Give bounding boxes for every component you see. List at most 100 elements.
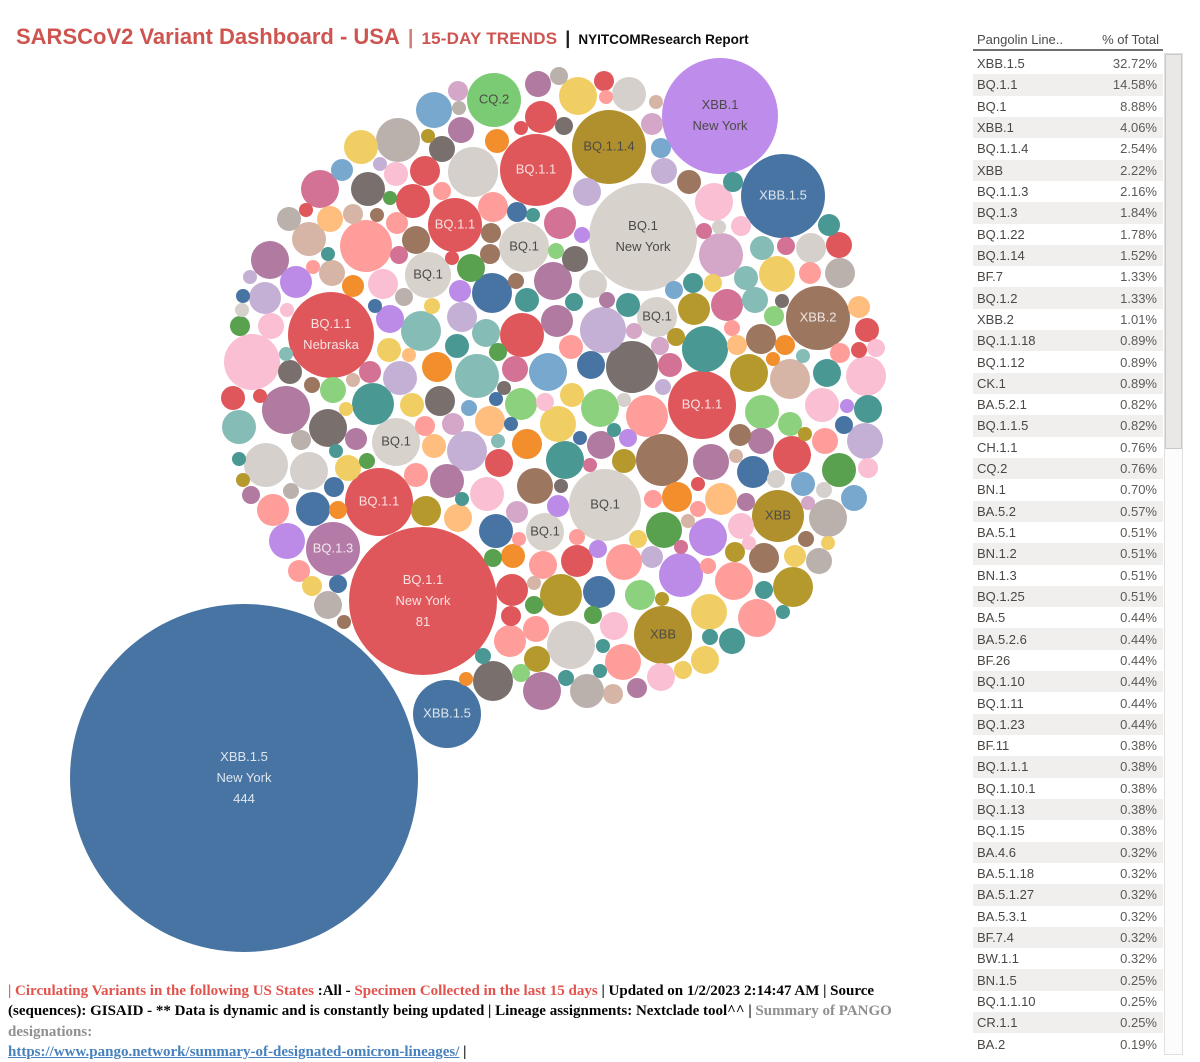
- bubble[interactable]: [359, 453, 376, 470]
- table-row[interactable]: BA.4.6 0.32%: [973, 841, 1163, 863]
- table-row[interactable]: BA.5.1.27 0.32%: [973, 884, 1163, 906]
- bubble[interactable]: [241, 485, 260, 504]
- bubble[interactable]: [372, 157, 387, 172]
- bubble[interactable]: [308, 408, 347, 447]
- bubble[interactable]: [674, 661, 693, 680]
- bubble[interactable]: [841, 485, 868, 512]
- bubble[interactable]: [648, 94, 663, 109]
- bubble[interactable]: [693, 443, 729, 480]
- bubble[interactable]: [625, 323, 642, 340]
- bubble[interactable]: [471, 319, 500, 348]
- bubble[interactable]: [385, 212, 408, 235]
- bubble[interactable]: [558, 669, 575, 686]
- bubble[interactable]: [442, 413, 465, 436]
- bubble[interactable]: [301, 575, 322, 596]
- bubble[interactable]: [339, 220, 392, 273]
- bubble[interactable]: [821, 536, 836, 551]
- bubble[interactable]: [481, 222, 502, 243]
- bubble[interactable]: [847, 295, 870, 318]
- table-row[interactable]: BA.5.1.18 0.32%: [973, 863, 1163, 884]
- bubble[interactable]: [790, 472, 815, 497]
- bubble[interactable]: [654, 379, 671, 396]
- bubble[interactable]: [474, 406, 505, 437]
- bubble[interactable]: [690, 645, 719, 674]
- bubble[interactable]: [402, 348, 417, 363]
- bubble[interactable]: [573, 177, 602, 206]
- bubble[interactable]: [765, 351, 780, 366]
- bubble[interactable]: [279, 302, 294, 317]
- bubble[interactable]: [421, 129, 436, 144]
- table-row[interactable]: BQ.1.22 1.78%: [973, 224, 1163, 245]
- bubble[interactable]: [698, 232, 743, 277]
- bubble[interactable]: [650, 158, 677, 184]
- bubble[interactable]: [754, 581, 773, 600]
- bubble[interactable]: [641, 112, 664, 135]
- table-row[interactable]: BN.1.3 0.51%: [973, 565, 1163, 586]
- bubble[interactable]: [352, 383, 395, 426]
- table-row[interactable]: BN.1.5 0.25%: [973, 969, 1163, 991]
- bubble[interactable]: [576, 351, 605, 380]
- bubble[interactable]: [447, 146, 498, 197]
- bubble[interactable]: [278, 360, 303, 385]
- bubble[interactable]: [506, 501, 529, 524]
- bubble[interactable]: [607, 422, 622, 437]
- bubble[interactable]: [559, 77, 598, 116]
- bubble[interactable]: [484, 448, 513, 477]
- bubble[interactable]: [701, 628, 718, 645]
- bubble[interactable]: [582, 457, 597, 472]
- bubble[interactable]: [455, 354, 500, 399]
- bubble[interactable]: [775, 335, 796, 356]
- bubble[interactable]: [705, 482, 738, 515]
- bubble[interactable]: [744, 395, 779, 430]
- bubble[interactable]: [488, 391, 503, 406]
- bubble[interactable]: [603, 683, 623, 704]
- variant-bubble[interactable]: BQ.1.1: [668, 371, 736, 439]
- bubble[interactable]: [584, 606, 603, 625]
- bubble[interactable]: [455, 491, 470, 506]
- bubble[interactable]: [857, 458, 878, 479]
- bubble[interactable]: [573, 431, 588, 446]
- bubble[interactable]: [540, 573, 582, 616]
- bubble[interactable]: [725, 542, 746, 563]
- bubble[interactable]: [811, 427, 838, 454]
- bubble[interactable]: [269, 523, 306, 560]
- bubble[interactable]: [651, 336, 670, 355]
- variant-bubble[interactable]: BQ.1: [526, 513, 564, 551]
- bubble[interactable]: [728, 423, 751, 446]
- bubble[interactable]: [316, 206, 343, 233]
- bubble[interactable]: [473, 661, 514, 702]
- bubble[interactable]: [611, 76, 646, 111]
- bubble[interactable]: [547, 620, 596, 669]
- bubble[interactable]: [748, 428, 775, 455]
- variant-bubble[interactable]: XBB.1 New York: [662, 58, 778, 174]
- bubble[interactable]: [483, 548, 502, 567]
- bubble[interactable]: [682, 273, 703, 294]
- bubble[interactable]: [501, 605, 522, 626]
- bubble[interactable]: [445, 250, 460, 265]
- bubble[interactable]: [801, 495, 816, 510]
- bubble[interactable]: [524, 101, 557, 134]
- bubble[interactable]: [804, 388, 839, 423]
- bubble[interactable]: [729, 448, 744, 463]
- bubble[interactable]: [262, 386, 311, 435]
- bubble[interactable]: [595, 638, 610, 653]
- bubble[interactable]: [695, 222, 712, 239]
- bubble[interactable]: [432, 182, 451, 201]
- variant-bubble[interactable]: XBB.1.5: [413, 680, 481, 748]
- bubble[interactable]: [741, 287, 768, 313]
- bubble[interactable]: [574, 226, 591, 243]
- table-row[interactable]: CQ.2 0.76%: [973, 457, 1163, 480]
- bubble[interactable]: [714, 561, 753, 600]
- bubble[interactable]: [749, 236, 774, 261]
- bubble[interactable]: [736, 456, 769, 489]
- bubble[interactable]: [488, 343, 507, 362]
- table-row[interactable]: BQ.1.15 0.38%: [973, 820, 1163, 841]
- bubble[interactable]: [232, 452, 246, 467]
- bubble[interactable]: [401, 311, 442, 352]
- bubble[interactable]: [658, 553, 703, 598]
- bubble[interactable]: [662, 481, 693, 512]
- bubble[interactable]: [249, 282, 282, 315]
- bubble[interactable]: [723, 172, 744, 193]
- table-row[interactable]: XBB 2.22%: [973, 159, 1163, 181]
- bubble[interactable]: [616, 293, 641, 318]
